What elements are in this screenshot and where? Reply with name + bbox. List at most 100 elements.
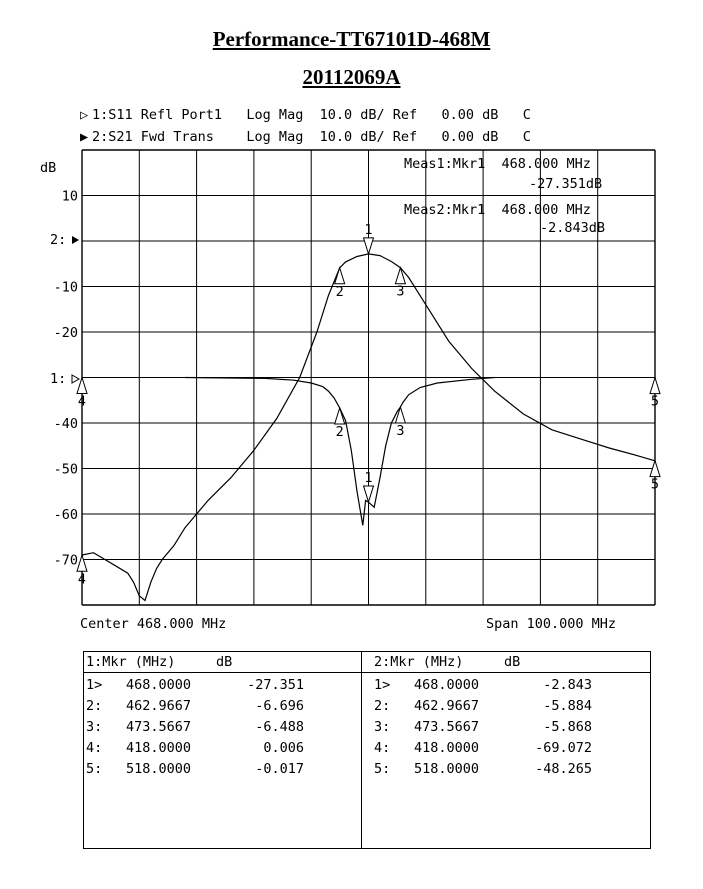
table-row: 5: 518.0000 -48.265 (374, 761, 650, 778)
marker-id: 5: (374, 761, 391, 777)
ref1-label: 1: (50, 371, 66, 387)
marker-s21-1: 1 (362, 222, 375, 256)
marker-frequency: 418.0000 (126, 740, 192, 756)
table-row: 1> 468.0000 -27.351 (86, 677, 360, 694)
marker-db-value: -0.017 (255, 761, 304, 777)
marker-s21-2: 2 (333, 266, 346, 300)
marker-id: 3: (86, 719, 103, 735)
marker-db-value: -48.265 (535, 761, 592, 777)
marker-triangle-up-icon (76, 553, 88, 572)
y-tick-label: -10 (54, 280, 78, 296)
marker-triangle-down-icon (362, 485, 375, 504)
traces (81, 253, 656, 602)
marker-s11-1: 1 (362, 470, 375, 504)
marker-frequency: 473.5667 (414, 719, 480, 735)
marker-db-value: -5.884 (543, 698, 592, 714)
trace2-marker-icon: ▶ (80, 129, 89, 145)
marker-s11-3: 3 (394, 405, 407, 439)
marker-number: 2 (336, 284, 344, 300)
table-header-trace2: 2:Mkr (MHz) dB (374, 654, 521, 670)
table-header-trace1: 1:Mkr (MHz) dB (86, 654, 233, 670)
marker-id: 1> (86, 677, 103, 693)
marker-db-value: -5.868 (543, 719, 592, 735)
y-tick-label: -60 (54, 507, 78, 523)
trace-s11 (185, 376, 495, 526)
trace2-header: 2:S21 Fwd Trans Log Mag 10.0 dB/ Ref 0.0… (92, 129, 531, 145)
marker-frequency: 473.5667 (126, 719, 192, 735)
y-tick-label: -40 (54, 416, 78, 432)
table-row: 2: 462.9667 -5.884 (374, 698, 650, 715)
marker-triangle-up-icon (394, 405, 407, 424)
marker-id: 3: (374, 719, 391, 735)
page-subtitle: 20112069A (302, 65, 401, 89)
marker-db-value: -6.696 (255, 698, 304, 714)
marker-db-value: -27.351 (247, 677, 304, 693)
trace1-header: 1:S11 Refl Port1 Log Mag 10.0 dB/ Ref 0.… (92, 107, 531, 123)
y-tick-label: -50 (54, 462, 78, 478)
marker-id: 5: (86, 761, 103, 777)
marker-s11-2: 2 (333, 406, 346, 440)
table-header-line (84, 672, 650, 673)
marker-s11-5: 5 (649, 375, 661, 410)
marker-frequency: 518.0000 (414, 761, 480, 777)
center-frequency-label: Center 468.000 MHz (80, 616, 226, 632)
table-row: 5: 518.0000 -0.017 (86, 761, 360, 778)
marker-number: 2 (336, 424, 344, 440)
marker-number: 4 (78, 393, 86, 409)
markers: 1 2 3 4 5 1 2 3 4 5 (76, 222, 661, 587)
page-title: Performance-TT67101D-468M (212, 27, 491, 51)
span-label: Span 100.000 MHz (486, 616, 616, 632)
marker-triangle-up-icon (649, 458, 661, 478)
marker-triangle-up-icon (649, 375, 661, 395)
marker-id: 2: (374, 698, 391, 714)
marker-s21-4: 4 (76, 553, 88, 587)
marker-frequency: 468.0000 (414, 677, 480, 693)
trace-s21 (81, 253, 656, 602)
marker-table: 1:Mkr (MHz) dB 1> 468.0000 -27.351 2: 462.96… (83, 651, 651, 849)
marker-triangle-up-icon (333, 406, 346, 425)
meas2-label: Meas2:Mkr1 468.000 MHz (404, 202, 591, 218)
marker-id: 1> (374, 677, 391, 693)
marker-id: 4: (374, 740, 391, 756)
marker-s11-4: 4 (76, 375, 88, 409)
marker-db-value: -2.843 (543, 677, 592, 693)
y-tick-label: 10 (62, 189, 78, 205)
marker-number: 5 (651, 477, 659, 493)
marker-triangle-up-icon (76, 375, 88, 394)
marker-number: 3 (396, 284, 404, 300)
marker-frequency: 518.0000 (126, 761, 192, 777)
table-row: 3: 473.5667 -6.488 (86, 719, 360, 736)
table-divider (361, 652, 362, 848)
y-tick-label: -20 (54, 325, 78, 341)
ref2-arrow-icon (72, 236, 79, 244)
marker-number: 4 (78, 571, 86, 587)
meas1-label: Meas1:Mkr1 468.000 MHz (404, 156, 591, 172)
table-row: 4: 418.0000 -69.072 (374, 740, 650, 757)
table-row: 2: 462.9667 -6.696 (86, 698, 360, 715)
marker-frequency: 462.9667 (414, 698, 480, 714)
table-row: 1> 468.0000 -2.843 (374, 677, 650, 694)
marker-frequency: 462.9667 (126, 698, 192, 714)
marker-number: 3 (396, 423, 404, 439)
marker-frequency: 418.0000 (414, 740, 480, 756)
marker-triangle-up-icon (394, 266, 407, 285)
network-analyzer-plot: ▷ 1:S11 Refl Port1 Log Mag 10.0 dB/ Ref … (40, 107, 661, 632)
marker-number: 1 (364, 222, 372, 238)
marker-id: 4: (86, 740, 103, 756)
marker-id: 2: (86, 698, 103, 714)
meas2-value: -2.843dB (540, 220, 605, 236)
y-tick-label: -70 (54, 553, 78, 569)
marker-triangle-up-icon (333, 266, 346, 285)
marker-triangle-down-icon (362, 237, 375, 256)
marker-frequency: 468.0000 (126, 677, 192, 693)
plot-grid (81, 149, 656, 606)
marker-number: 5 (651, 394, 659, 410)
table-row: 4: 418.0000 0.006 (86, 740, 360, 757)
marker-db-value: 0.006 (263, 740, 304, 756)
y-tick-labels: 10 -10 -20 -40 -50 -60 -70 (54, 189, 78, 569)
y-axis-unit: dB (40, 160, 56, 176)
trace1-marker-icon: ▷ (80, 107, 89, 123)
ref2-label: 2: (50, 232, 66, 248)
marker-number: 1 (364, 470, 372, 486)
ref1-arrow-icon (71, 374, 81, 384)
